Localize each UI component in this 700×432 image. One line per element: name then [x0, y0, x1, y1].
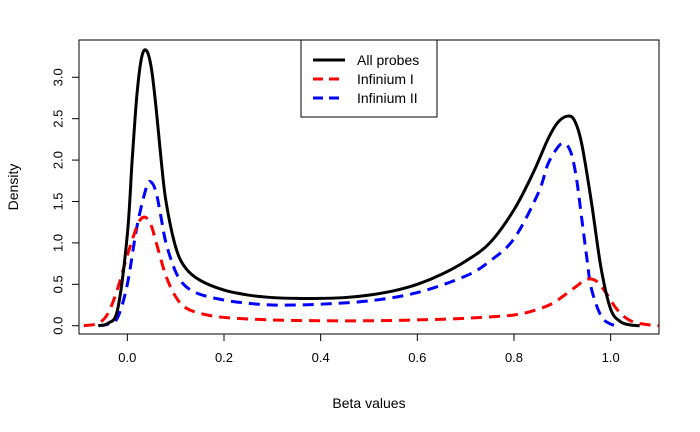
x-tick-label: 0.2	[215, 350, 233, 365]
legend-items: All probes Infinium I Infinium II	[313, 52, 419, 106]
y-tick-label: 0.5	[50, 275, 65, 293]
y-tick-label: 1.5	[50, 192, 65, 210]
x-axis: 0.0 0.2 0.4 0.6 0.8 1.0	[118, 333, 620, 365]
y-tick-label: 3.0	[50, 68, 65, 86]
legend-label-infinium-ii: Infinium II	[357, 90, 418, 106]
x-tick-label: 0.4	[312, 350, 330, 365]
series-line-all-probes	[97, 48, 640, 328]
series-line-infinium-i	[83, 215, 660, 328]
y-tick-label: 1.0	[50, 234, 65, 252]
legend-label-infinium-i: Infinium I	[357, 71, 414, 87]
x-axis-title: Beta values	[332, 395, 405, 411]
y-axis-title: Density	[5, 164, 21, 211]
x-tick-label: 1.0	[602, 350, 620, 365]
x-tick-label: 0.8	[505, 350, 523, 365]
legend-label-all-probes: All probes	[357, 52, 419, 68]
y-tick-label: 2.5	[50, 110, 65, 128]
x-tick-label: 0.6	[408, 350, 426, 365]
x-tick-label: 0.0	[118, 350, 136, 365]
legend: All probes Infinium I Infinium II	[300, 39, 438, 118]
y-axis: 0.0 0.5 1.0 1.5 2.0 2.5 3.0	[50, 68, 80, 335]
y-tick-label: 0.0	[50, 317, 65, 335]
series-line-infinium-ii	[98, 141, 621, 328]
series-layer	[83, 48, 660, 328]
legend-box	[300, 39, 438, 118]
y-tick-label: 2.0	[50, 151, 65, 169]
